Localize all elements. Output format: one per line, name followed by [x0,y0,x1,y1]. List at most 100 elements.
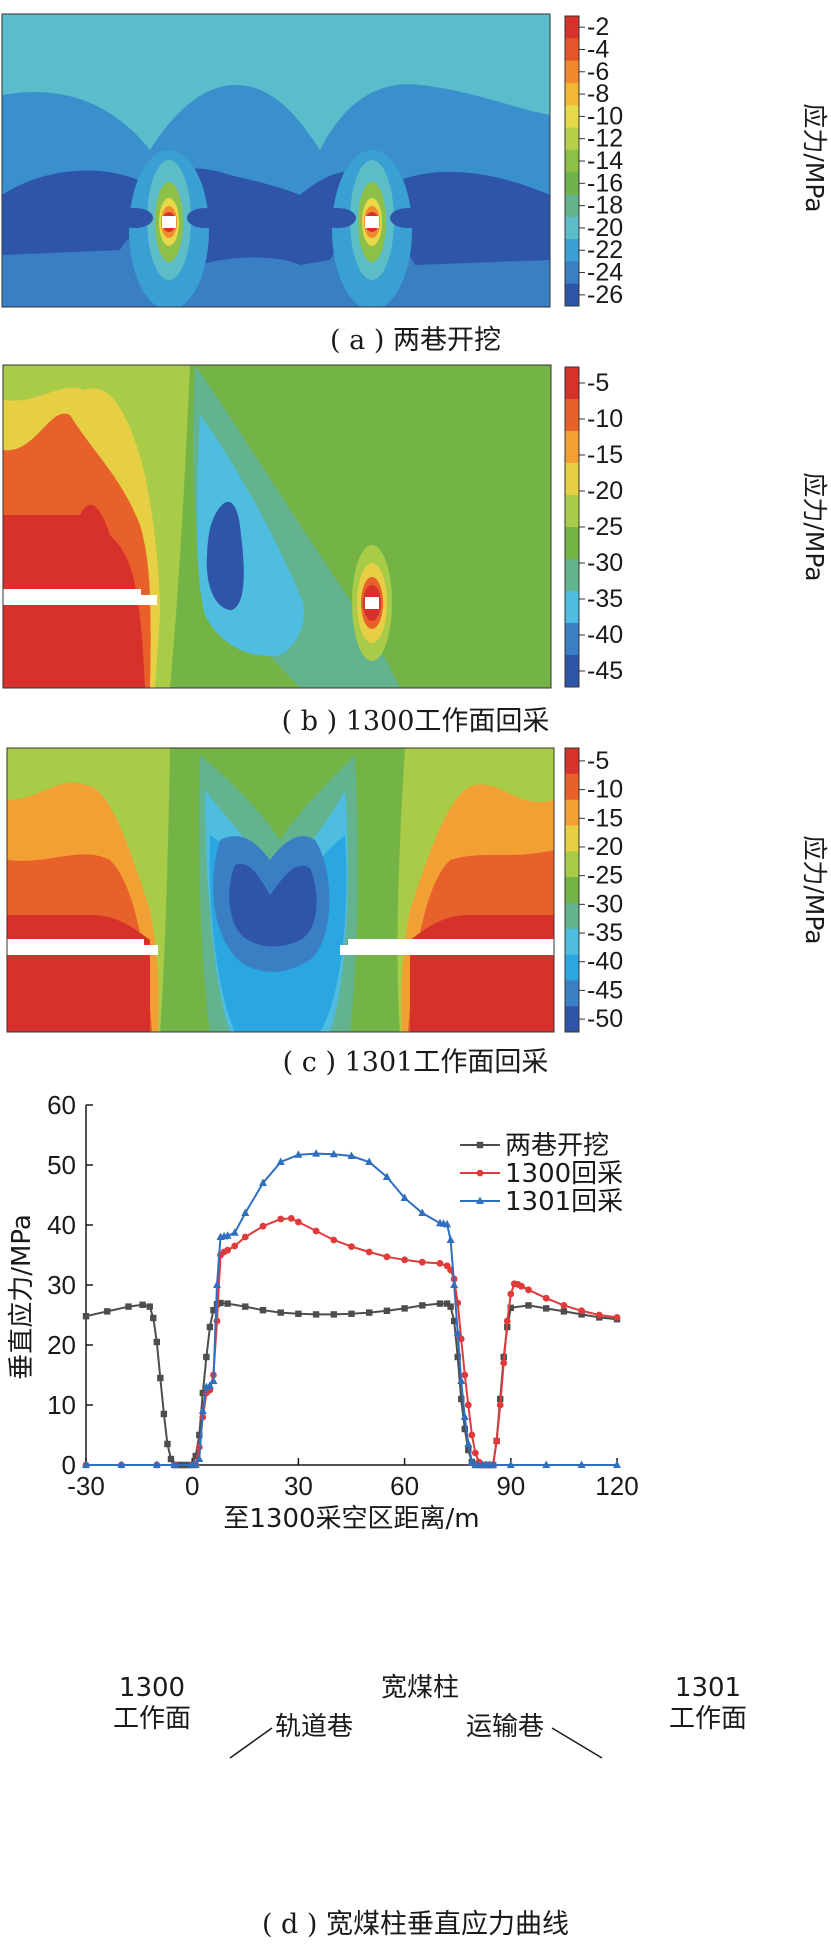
data-point [453,1328,462,1336]
colorbar-swatch [565,172,579,195]
caption-d: ( d ) 宽煤柱垂直应力曲线 [261,1909,570,1940]
colorbar-tick-label: -15 [587,804,623,832]
colorbar-c: -5-10-15-20-25-30-35-40-45-50 应力/MPa [564,747,829,1033]
colorbar-swatch [565,748,579,775]
data-point [167,1455,175,1463]
colorbar-tick-label: -8 [587,80,609,108]
data-point [287,1215,295,1222]
goaf-void [3,589,141,605]
data-point [543,1305,550,1312]
colorbar-swatch [565,194,579,218]
contour-map-c: -5-10-15-20-25-30-35-40-45-50 应力/MPa [6,747,829,1033]
data-point [507,1304,514,1311]
goaf-void [348,939,554,955]
colorbar-swatch [565,60,579,84]
data-point [153,1338,160,1346]
colorbar-swatch [565,1006,579,1033]
data-point [224,1246,232,1254]
y-axis-label: 垂直应力/MPa [7,1214,37,1380]
data-point [457,1335,465,1343]
data-point [472,1449,479,1457]
colorbar-swatch [565,825,579,852]
goaf-void [141,595,157,605]
y-tick-label: 20 [47,1330,76,1360]
data-point [465,1446,472,1454]
data-point [446,1235,455,1243]
colorbar-tick-label: -5 [587,369,609,397]
data-point [464,1439,473,1447]
annotation-1300-label: 1300 [119,1673,185,1703]
y-tick-label: 10 [47,1390,76,1420]
colorbar-tick-label: -45 [587,976,623,1004]
data-point [578,1311,585,1318]
data-point [125,1303,132,1310]
data-point [447,1303,454,1310]
data-point [150,1314,157,1322]
colorbar-title: 应力/MPa [800,835,829,944]
data-point [419,1302,426,1309]
data-point [450,1280,459,1288]
chart-series [82,1149,621,1469]
data-point [401,1256,408,1264]
colorbar-frame [564,747,580,1033]
data-point [578,1307,585,1315]
data-point [595,1311,603,1319]
data-point [542,1294,550,1302]
data-point [329,1149,338,1158]
data-point [117,1460,126,1468]
data-point [164,1440,171,1448]
data-point [170,1460,179,1468]
colorbar-swatch [565,559,579,592]
colorbar-swatch [565,591,579,624]
colorbar-swatch [565,367,579,400]
annotation-1301-label: 1301 [675,1673,741,1703]
panel-c: -5 -10 -15 -20 -25 -30 -35 -40 -45 -50 应力/MPa ( c … [0,740,831,1090]
data-point [196,1431,203,1439]
contour-map-b: -5 -10 -15 -20 -25 -30 -35 -40 -45 应力/MPa [2,364,829,689]
roadway-opening [365,597,379,609]
colorbar-tick-label: -6 [587,58,609,86]
data-point [383,1253,391,1261]
colorbar-tick-label: -5 [587,747,609,775]
data-point [242,1303,249,1310]
data-point [241,1233,249,1241]
colorbar-tick-label: -20 [587,477,623,505]
panel-a: -2 -4 -6 -8 -10 -12 -14 -16 -18 -20 -22 -24 -26 应力/MP… [0,0,831,356]
colorbar-swatch [565,127,579,151]
data-point [330,1236,338,1244]
data-point [476,1141,484,1149]
data-point [468,1431,476,1439]
data-point [104,1308,111,1315]
legend-label: 1300回采 [505,1159,623,1189]
colorbar-swatch [565,82,579,106]
colorbar-tick-label: -20 [587,214,623,242]
data-point [348,1310,355,1317]
colorbar-tick-label: -25 [587,513,623,541]
colorbar-tick-label: -35 [587,919,623,947]
colorbar-tick-label: -14 [587,147,623,175]
data-point [489,1460,498,1468]
colorbar-swatch [565,261,579,285]
data-point [210,1307,217,1314]
data-point [192,1452,199,1460]
x-axis-label: 至1300采空区距离/m [223,1504,479,1534]
data-point [206,1323,214,1331]
data-point [209,1376,218,1384]
data-point [457,1376,466,1384]
data-point [212,1280,221,1288]
data-point [277,1309,284,1316]
colorbar-tick-label: -20 [587,833,623,861]
colorbar-tick-label: -10 [587,776,623,804]
caption-a: ( a ) 两巷开挖 [330,325,501,356]
panel-b: -5 -10 -15 -20 -25 -30 -35 -40 -45 应力/MPa ( b ) 1… [0,355,831,740]
data-point [217,1299,224,1307]
colorbar-swatch [565,431,579,464]
data-point [476,1196,484,1204]
y-tick-label: 40 [47,1210,76,1240]
data-point [382,1172,391,1180]
colorbar-tick-label: -26 [587,281,623,309]
data-point [613,1314,621,1321]
data-point [312,1227,320,1235]
